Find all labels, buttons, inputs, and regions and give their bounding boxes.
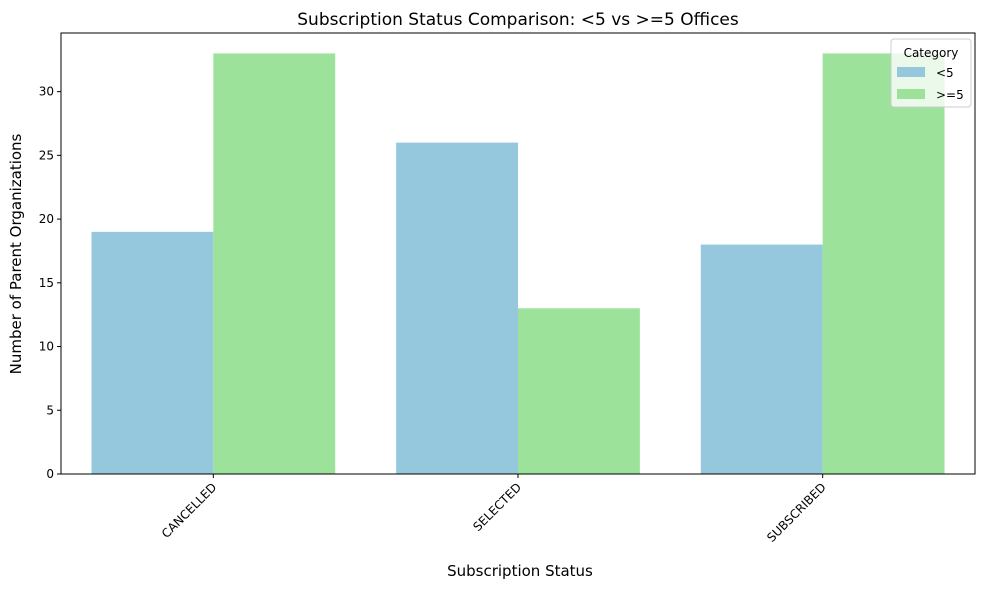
y-tick-label: 15 — [39, 276, 54, 290]
legend-label: <5 — [936, 66, 954, 80]
y-tick-label: 5 — [46, 403, 54, 417]
y-axis-label: Number of Parent Organizations — [7, 133, 25, 374]
bar — [396, 142, 518, 474]
x-axis-label: Subscription Status — [447, 562, 593, 580]
y-tick-label: 30 — [39, 85, 54, 99]
y-tick-label: 0 — [46, 467, 54, 481]
x-tick-label: CANCELLED — [159, 480, 220, 541]
y-tick-label: 25 — [39, 148, 54, 162]
y-axis-ticks: 0 5 10 15 20 25 30 — [39, 85, 61, 481]
bar — [700, 244, 823, 474]
y-tick-label: 20 — [39, 212, 54, 226]
legend: Category <5 >=5 — [890, 38, 972, 108]
bar — [518, 308, 640, 474]
bar — [822, 53, 945, 474]
x-axis-ticks: CANCELLED SELECTED SUBSCRIBED — [159, 474, 829, 545]
legend-swatch — [897, 67, 925, 77]
legend-title: Category — [904, 46, 959, 60]
y-tick-label: 10 — [39, 340, 54, 354]
bars-group — [91, 53, 945, 474]
legend-swatch — [897, 89, 925, 99]
chart-title: Subscription Status Comparison: <5 vs >=… — [297, 10, 739, 30]
plot-frame — [60, 32, 976, 475]
x-tick-label: SELECTED — [470, 480, 524, 534]
bar — [91, 231, 214, 474]
bar — [213, 53, 336, 474]
legend-label: >=5 — [936, 88, 964, 102]
x-tick-label: SUBSCRIBED — [764, 480, 829, 545]
